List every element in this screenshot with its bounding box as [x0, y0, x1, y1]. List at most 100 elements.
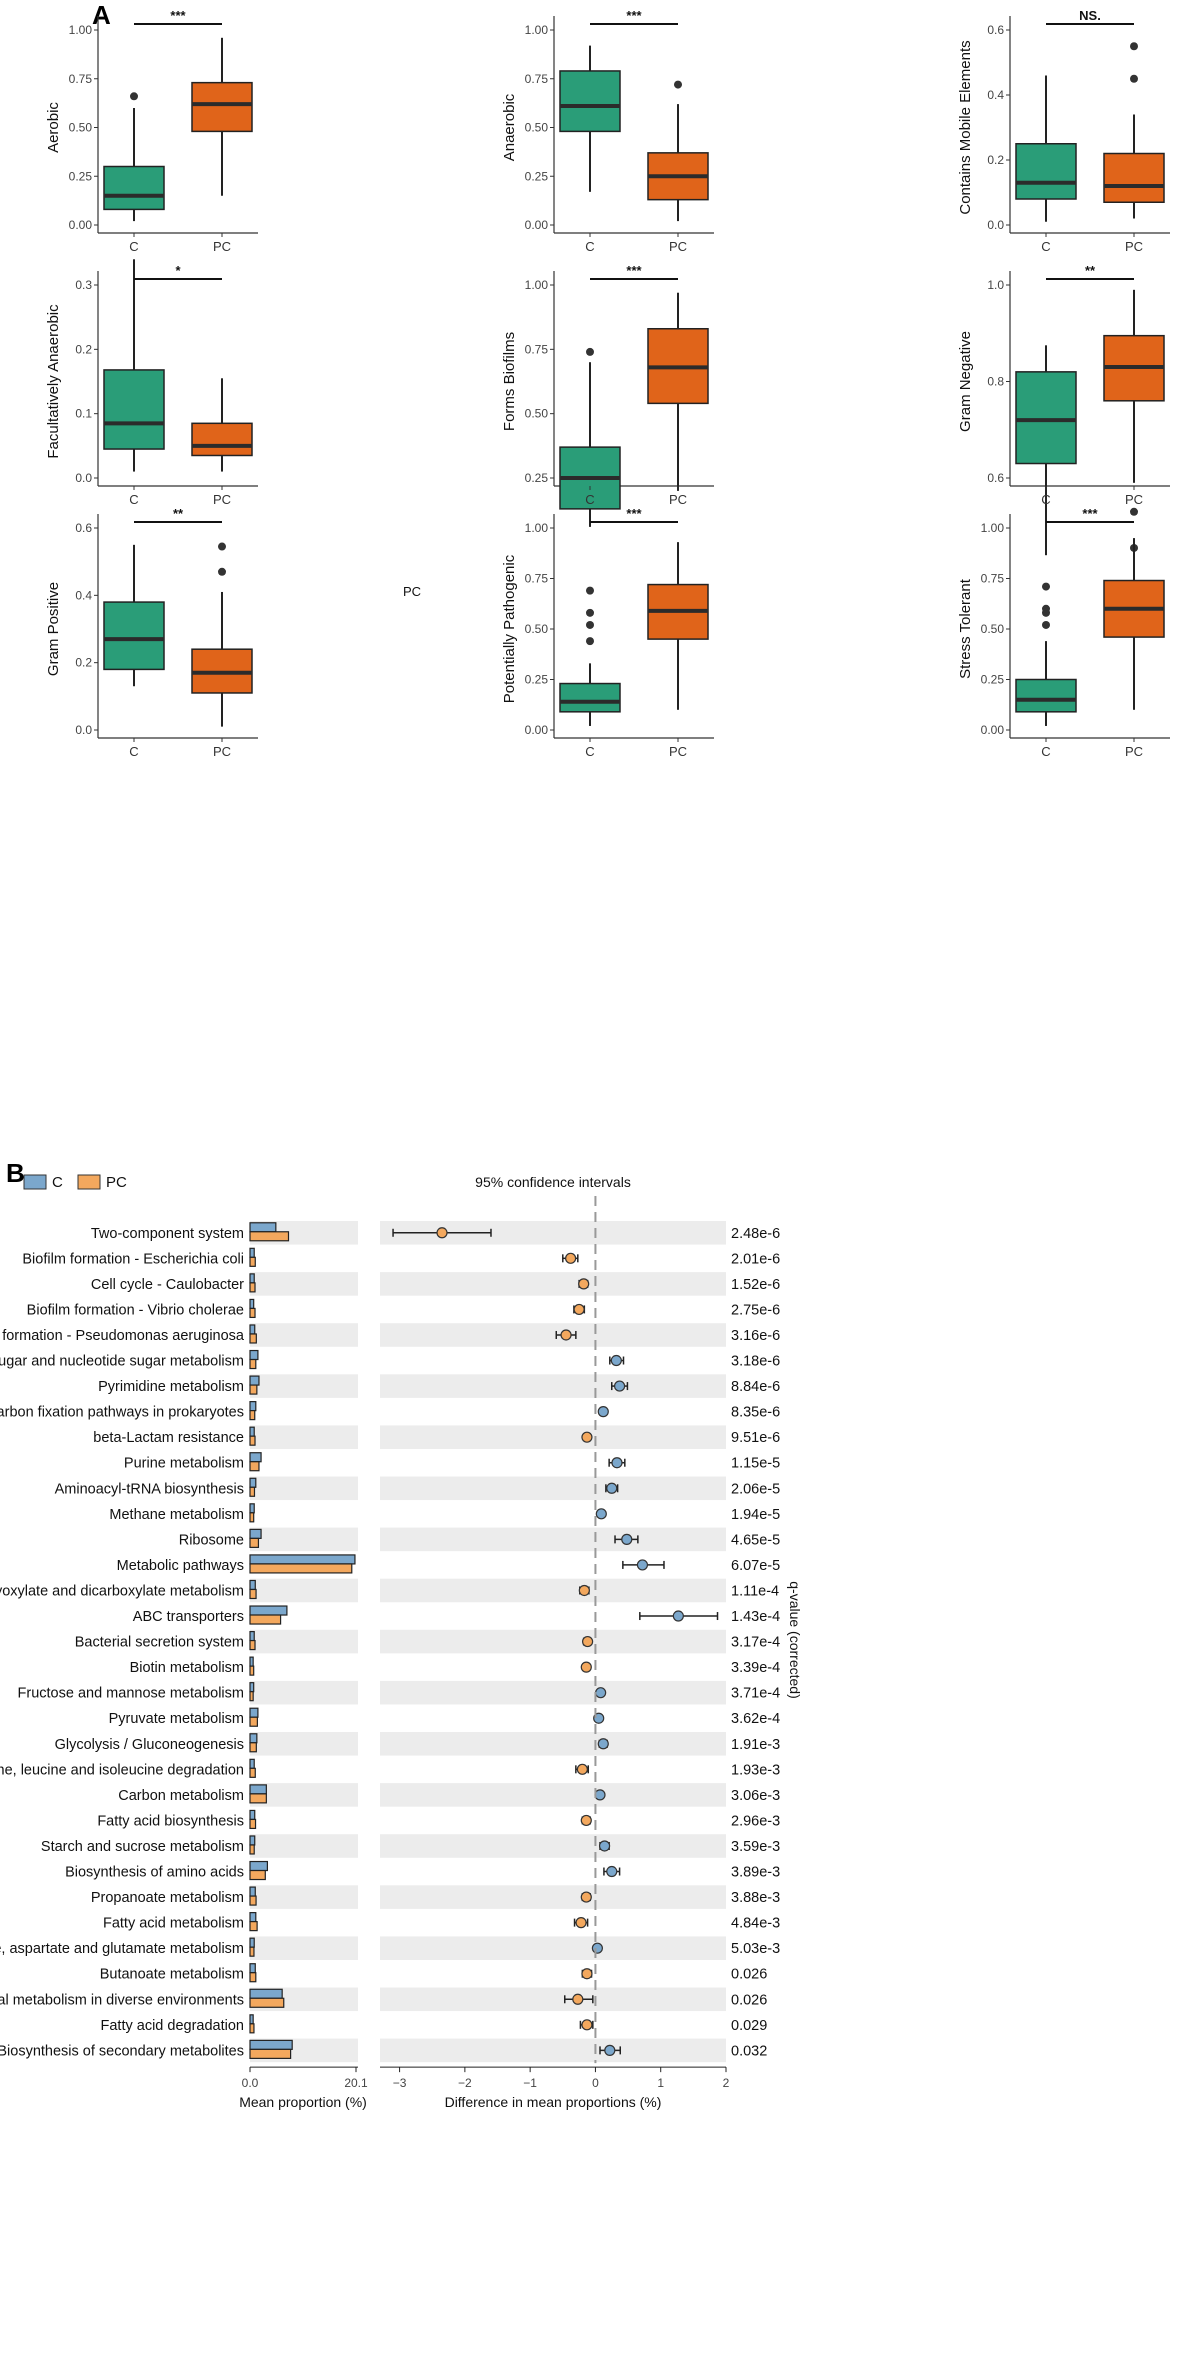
mean-bar-pc [249, 2023, 255, 2034]
diff-x-tick-label: 0 [592, 2076, 599, 2090]
diff-point [594, 1789, 606, 1801]
row-band [380, 1885, 726, 1909]
mean-bar-pc [249, 1486, 256, 1497]
mean-bar-c [249, 1809, 256, 1821]
box-c [1015, 371, 1077, 465]
significance-label: ** [1085, 263, 1096, 278]
mean-bar-c [249, 1963, 256, 1974]
x-category-label: C [585, 744, 594, 759]
mean-bar-pc [249, 1563, 353, 1574]
pathway-label: Microbial metabolism in diverse environm… [0, 1992, 244, 2008]
mean-bar-c [249, 1733, 258, 1744]
diff-point [580, 1891, 592, 1903]
y-tick-label: 1.00 [981, 521, 1005, 535]
mean-bar-pc [249, 1384, 258, 1395]
q-value: 3.17e-4 [731, 1635, 780, 1651]
pathway-label: Alanine, aspartate and glutamate metabol… [0, 1941, 244, 1957]
outlier-point [586, 586, 594, 595]
diff-point [565, 1252, 577, 1264]
pathway-label: Pyrimidine metabolism [98, 1379, 244, 1395]
q-value: 0.026 [731, 1967, 767, 1983]
box-c [559, 70, 621, 133]
diff-point [580, 1814, 592, 1827]
q-value: 9.51e-6 [731, 1430, 780, 1446]
diff-point [606, 1482, 618, 1494]
q-value: 0.029 [731, 2018, 767, 2034]
q-value: 1.11e-4 [731, 1583, 779, 1599]
boxplot-2: 0.0 0.2 0.4 0.6 Contains Mobile Elements C PC N… [957, 8, 1170, 254]
y-axis-label: Gram Negative [957, 331, 974, 432]
box-c [1015, 678, 1077, 713]
pathway-label: Pyruvate metabolism [109, 1711, 244, 1727]
mean-x-tick-label: 0.0 [242, 2076, 259, 2090]
q-value: 2.96e-3 [731, 1813, 780, 1829]
y-tick-label: 1.00 [69, 23, 93, 37]
y-tick-label: 0.25 [525, 673, 549, 687]
outlier-point [674, 80, 682, 89]
diff-x-tick-label: 1 [657, 2076, 664, 2090]
row-band [380, 2038, 726, 2063]
diff-x-tick-label: 2 [723, 2076, 730, 2090]
y-tick-label: 0.75 [981, 572, 1005, 586]
mean-bar-pc [249, 1844, 255, 1855]
mean-bar-pc [249, 1588, 257, 1600]
diff-point [581, 2019, 593, 2031]
q-value: 1.52e-6 [731, 1277, 780, 1293]
boxplot-5: 0.6 0.8 1.0 Gram Negative C PC ** [957, 263, 1170, 556]
diff-point [580, 1661, 592, 1673]
x-category-label: PC [669, 744, 687, 759]
pathway-label: Fatty acid biosynthesis [97, 1813, 244, 1829]
pathway-label: Biotin metabolism [130, 1660, 244, 1676]
x-category-label: PC [1125, 744, 1143, 759]
y-tick-label: 0.50 [525, 121, 549, 135]
mean-bar-c [249, 1503, 255, 1514]
box-pc [1103, 152, 1165, 203]
y-tick-label: 1.0 [987, 278, 1004, 292]
q-value: 1.43e-4 [731, 1609, 780, 1625]
diff-point [572, 1993, 584, 2005]
y-axis-label: Aerobic [45, 102, 62, 153]
mean-bar-pc [249, 1818, 257, 1830]
box-pc [191, 81, 253, 133]
y-tick-label: 0.8 [987, 375, 1004, 389]
x-category-label: PC [213, 492, 231, 507]
x-category-label: PC [669, 492, 687, 507]
mean-bar-pc [249, 1461, 260, 1472]
significance-label: ** [173, 506, 184, 521]
pathway-label: beta-Lactam resistance [93, 1430, 244, 1446]
mean-bar-pc [249, 1537, 260, 1548]
row-band [380, 1987, 726, 2012]
row-band [380, 1578, 726, 1603]
y-tick-label: 0.50 [525, 407, 549, 421]
y-tick-label: 0.00 [69, 218, 93, 232]
mean-bar-c [249, 1324, 256, 1335]
row-band [250, 1732, 358, 1756]
diff-x-tick-label: −2 [458, 2076, 472, 2090]
y-tick-label: 1.00 [525, 278, 549, 292]
pathway-label: Carbon fixation pathways in prokaryotes [0, 1405, 244, 1421]
q-value-title: q-value (corrected) [787, 1581, 803, 1699]
mean-bar-c [249, 1630, 255, 1642]
mean-bar-c [249, 2014, 254, 2025]
diff-point [573, 1303, 585, 1316]
row-band [250, 1374, 358, 1398]
mean-bar-pc [249, 1282, 256, 1293]
y-tick-label: 0.25 [525, 471, 549, 485]
x-category-label: C [1041, 239, 1050, 254]
x-category-label: C [585, 239, 594, 254]
outlier-point [1130, 74, 1138, 83]
diff-point [598, 1840, 611, 1852]
diff-x-tick-label: −1 [523, 2076, 537, 2090]
row-band [380, 1936, 726, 1960]
outlier-point [586, 347, 594, 356]
pathway-label: Methane metabolism [109, 1507, 244, 1523]
pathway-label: Butanoate metabolism [100, 1967, 244, 1983]
diff-point [597, 1738, 609, 1750]
y-axis-label: Anaerobic [501, 93, 518, 161]
y-tick-label: 0.25 [525, 169, 549, 183]
mean-bar-pc [249, 1358, 257, 1370]
q-value: 4.84e-3 [731, 1916, 780, 1932]
q-value: 5.03e-3 [731, 1941, 780, 1957]
pathway-label: Valine, leucine and isoleucine degradati… [0, 1762, 244, 1778]
